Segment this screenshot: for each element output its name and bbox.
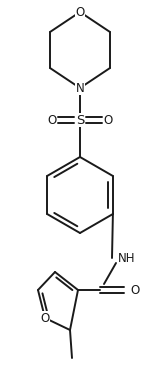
Text: O: O xyxy=(103,113,113,127)
Text: N: N xyxy=(76,81,84,95)
Text: O: O xyxy=(130,284,139,296)
Text: O: O xyxy=(75,6,85,18)
Text: S: S xyxy=(76,113,84,127)
Text: O: O xyxy=(47,113,57,127)
Text: NH: NH xyxy=(118,251,136,265)
Text: O: O xyxy=(40,311,50,325)
